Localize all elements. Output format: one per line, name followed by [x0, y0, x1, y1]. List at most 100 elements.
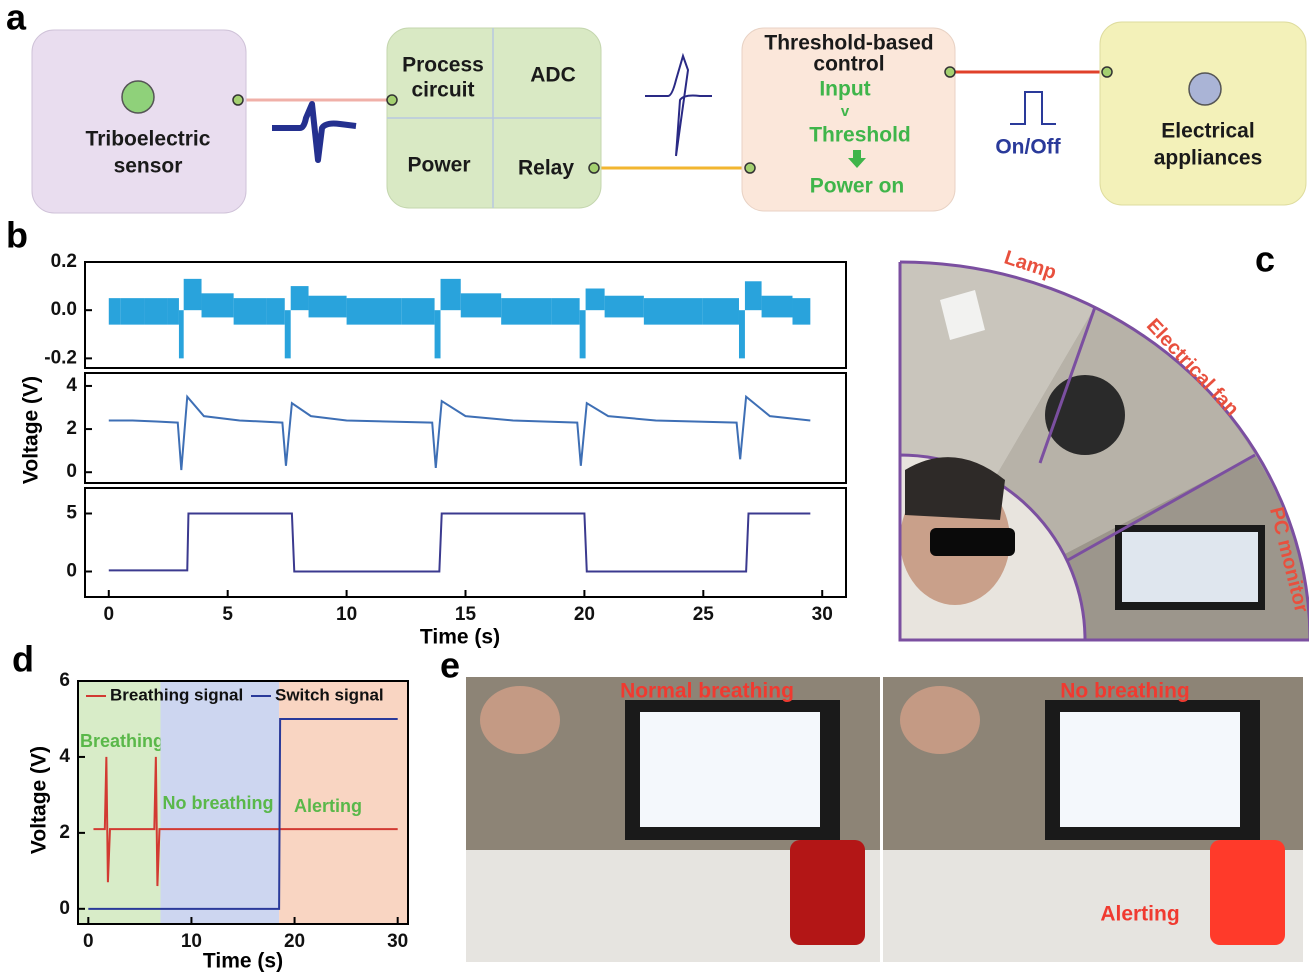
sensor-box	[32, 30, 246, 213]
x-tick-label: 5	[222, 604, 233, 625]
panel-label: b	[6, 215, 28, 256]
x-tick-label: 25	[693, 604, 715, 625]
figure: a b c d e Triboelectric sensor Process c…	[0, 0, 1309, 974]
port	[387, 95, 397, 105]
panel-label: c	[1255, 239, 1275, 280]
chart: 0 5 0 5 10 15 20 25 30 Time (s)	[66, 488, 846, 649]
band-segment	[745, 281, 762, 310]
y-tick-label: 0	[66, 461, 77, 482]
band-segment	[461, 293, 501, 317]
monitor-screen	[1060, 712, 1240, 827]
plot-frame	[85, 373, 846, 483]
y-tick-label: 0	[66, 561, 77, 582]
face	[900, 686, 980, 754]
x-axis-label: Time (s)	[203, 950, 283, 973]
node-text: circuit	[411, 79, 474, 102]
region-label: No breathing	[163, 793, 274, 813]
y-axis-label: Voltage (V)	[28, 746, 51, 854]
photo-label: Alerting	[1100, 903, 1179, 926]
band-segment	[401, 298, 434, 325]
band-segment	[121, 298, 145, 325]
port	[1102, 67, 1112, 77]
band-segment	[179, 310, 184, 358]
x-tick-label: 30	[387, 931, 408, 952]
x-axis-label: Time (s)	[420, 626, 500, 649]
band-segment	[702, 298, 739, 325]
node-text: Process	[402, 54, 484, 77]
x-tick-label: 30	[812, 604, 833, 625]
pulse-icon	[1010, 92, 1056, 124]
logic-text: Threshold	[809, 124, 911, 147]
photo-fan: Lamp Electrical fan PC monitor	[900, 247, 1309, 640]
node-text: sensor	[114, 155, 183, 178]
band-segment	[792, 298, 810, 325]
sensor-icon	[122, 81, 154, 113]
node-text: Power	[407, 154, 470, 177]
node-text: control	[813, 53, 884, 76]
y-tick-label: 0.2	[51, 251, 77, 272]
node-text: Electrical	[1161, 120, 1254, 143]
node-text: Threshold-based	[764, 32, 933, 55]
node-text: ADC	[530, 64, 576, 87]
photos-e: Normal breathing No breathing Alerting	[466, 677, 1303, 962]
x-tick-label: 20	[284, 931, 305, 952]
monitor-screen	[640, 712, 820, 827]
band-segment	[586, 289, 605, 311]
region-label: Alerting	[294, 796, 362, 816]
band-segment	[144, 298, 167, 325]
x-tick-label: 0	[83, 931, 94, 952]
band-segment	[441, 279, 461, 310]
x-tick-label: 10	[336, 604, 357, 625]
alarm-lamp	[1210, 840, 1285, 945]
band-segment	[285, 310, 291, 358]
appliance-icon	[1189, 73, 1221, 105]
y-tick-label: 2	[59, 822, 70, 843]
port	[233, 95, 243, 105]
signal-icon	[645, 56, 712, 156]
band-segment	[501, 298, 551, 325]
photo-label: Normal breathing	[620, 680, 794, 703]
panel-label: d	[12, 639, 34, 680]
band-segment	[644, 298, 702, 325]
panel-label: a	[6, 0, 27, 38]
node-text: appliances	[1154, 147, 1263, 170]
x-tick-label: 20	[574, 604, 595, 625]
band-segment	[580, 310, 586, 358]
band-segment	[347, 298, 402, 325]
logic-text: Input	[819, 78, 870, 101]
x-tick-label: 10	[181, 931, 202, 952]
plot-frame	[85, 488, 846, 597]
band-segment	[167, 298, 179, 325]
y-tick-label: -0.2	[44, 347, 77, 368]
band-segment	[184, 279, 202, 310]
diagram: Triboelectric sensor Process circuit ADC…	[32, 22, 1306, 213]
y-tick-label: 5	[66, 503, 77, 524]
port	[589, 163, 599, 173]
y-tick-label: 2	[66, 418, 77, 439]
x-tick-label: 0	[103, 604, 114, 625]
signal-icon	[272, 104, 356, 160]
region-label: Breathing	[80, 731, 164, 751]
port	[745, 163, 755, 173]
port	[945, 67, 955, 77]
band-segment	[267, 298, 285, 325]
band-segment	[762, 296, 793, 318]
band-segment	[309, 296, 347, 318]
monitor-screen	[1122, 532, 1258, 602]
band-segment	[435, 310, 441, 358]
band-segment	[202, 293, 234, 317]
y-axis-label: Voltage (V)	[20, 376, 43, 484]
alarm-lamp	[790, 840, 865, 945]
band-segment	[739, 310, 745, 358]
band-segment	[291, 286, 309, 310]
photo-label: No breathing	[1060, 680, 1190, 703]
logic-text: v	[841, 103, 850, 120]
y-tick-label: 6	[59, 670, 70, 691]
y-tick-label: 0	[59, 898, 70, 919]
node-text: Triboelectric	[86, 128, 211, 151]
band-segment	[605, 296, 644, 318]
x-tick-label: 15	[455, 604, 477, 625]
line	[109, 397, 811, 470]
